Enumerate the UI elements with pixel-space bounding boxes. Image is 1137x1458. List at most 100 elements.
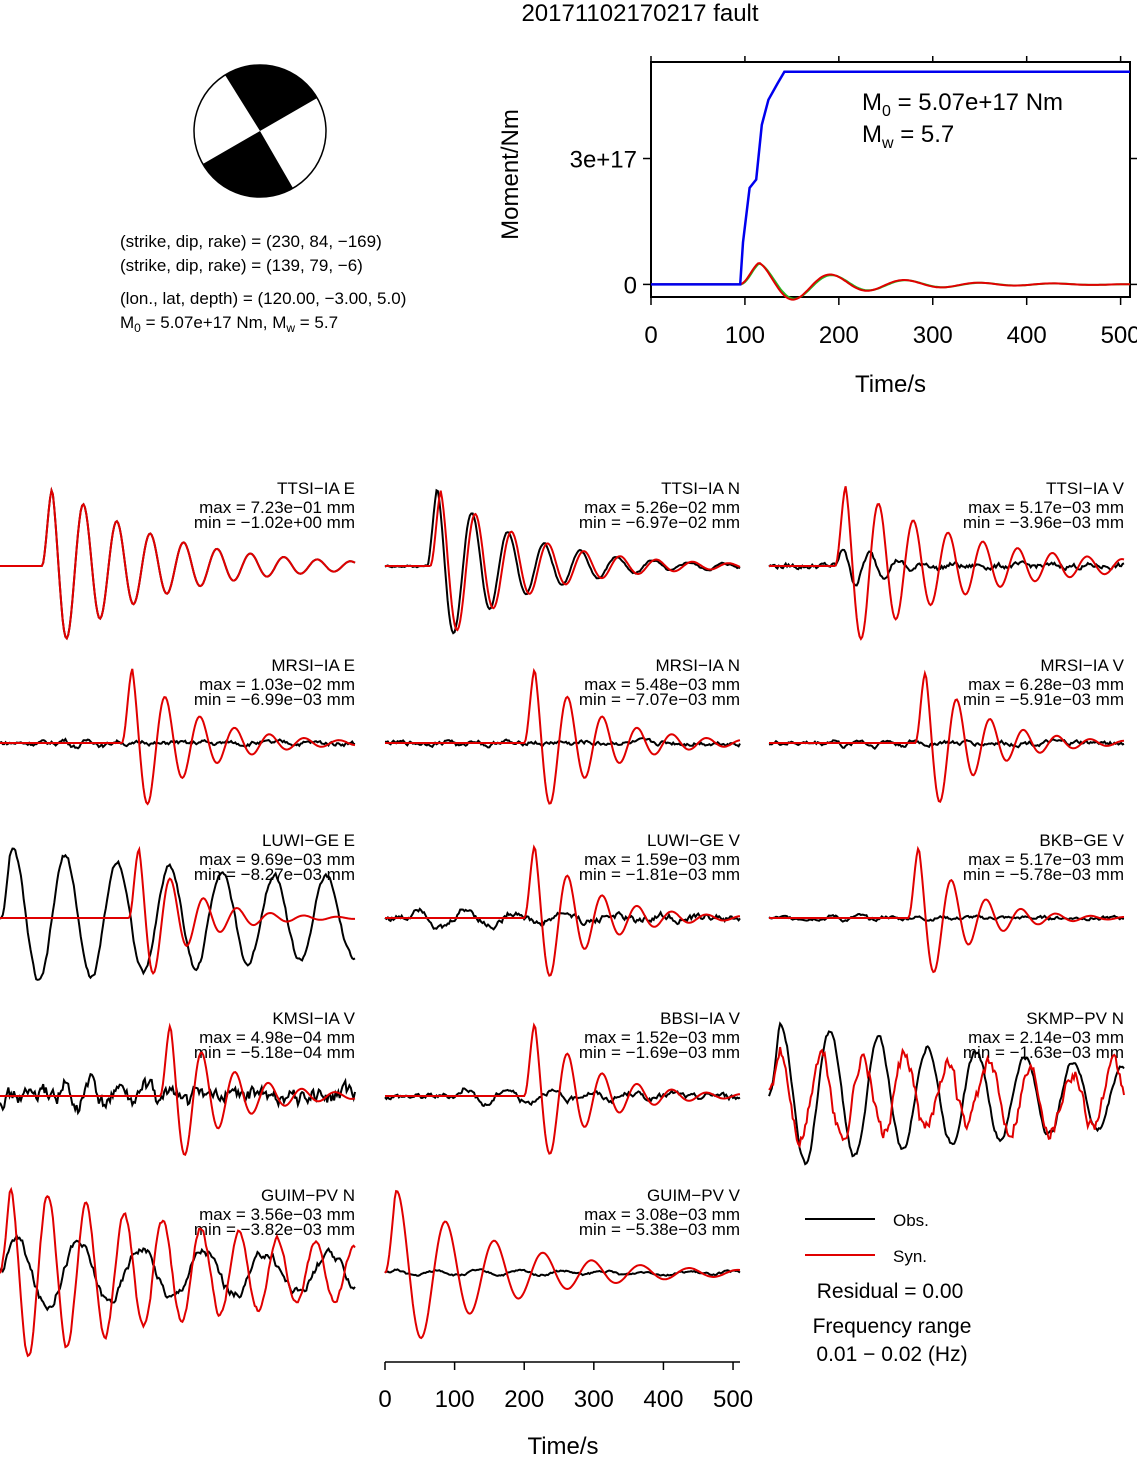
panel-13-station: GUIM−PV V xyxy=(647,1186,741,1205)
panel-5-station: MRSI−IA V xyxy=(1040,656,1124,675)
moment-plot-frame xyxy=(650,61,1131,298)
panel-1-syn-trace xyxy=(385,490,741,632)
moment-xtick-label-0: 0 xyxy=(644,322,657,349)
residual-text: Residual = 0.00 xyxy=(817,1280,964,1303)
panel-11-station: SKMP−PV N xyxy=(1026,1009,1124,1028)
panel-10-min: min = −1.69e−03 mm xyxy=(579,1043,740,1062)
panel-6-syn-trace xyxy=(0,845,355,975)
frequency-range: 0.01 − 0.02 (Hz) xyxy=(816,1343,967,1366)
figure-title: 20171102170217 fault xyxy=(521,0,758,27)
panel-7-station: LUWI−GE V xyxy=(647,831,741,850)
moment-xtick-label-4: 400 xyxy=(1007,322,1047,349)
panel-8-syn-trace xyxy=(769,845,1124,974)
legend-obs-label: Obs. xyxy=(893,1211,929,1230)
panel-2-max: max = 5.17e−03 mm xyxy=(968,498,1124,517)
mechanism-line-2: (strike, dip, rake) = (139, 79, −6) xyxy=(120,256,363,275)
legend: Obs. Syn. Residual = 0.00 Frequency rang… xyxy=(805,1211,971,1366)
moment-xtick-label-2: 200 xyxy=(819,322,859,349)
moment-xlabel: Time/s xyxy=(855,371,926,398)
panel-3-syn-trace xyxy=(0,668,356,806)
panel-4-max: max = 5.48e−03 mm xyxy=(584,675,740,694)
panel-12-obs-trace xyxy=(0,1233,356,1312)
panel-11-obs-trace xyxy=(768,1021,1125,1166)
panel-5-max: max = 6.28e−03 mm xyxy=(968,675,1124,694)
moment-rate-green xyxy=(651,262,1130,300)
panel-0-syn-trace xyxy=(0,486,356,641)
location-line: (lon., lat, depth) = (120.00, −3.00, 5.0… xyxy=(120,289,406,308)
panel-6-obs-trace xyxy=(0,847,356,981)
wave-xtick-label-2: 200 xyxy=(504,1386,544,1413)
panel-13-syn-trace xyxy=(384,1189,741,1340)
panel-4-station: MRSI−IA N xyxy=(655,656,740,675)
moment-ytick-label-0: 0 xyxy=(624,272,637,299)
wave-xtick-label-1: 100 xyxy=(435,1386,475,1413)
panel-1-max: max = 5.26e−02 mm xyxy=(584,498,740,517)
panel-13-max: max = 3.08e−03 mm xyxy=(584,1205,740,1224)
panel-2-min: min = −3.96e−03 mm xyxy=(963,513,1124,532)
moment-annotation-m0: M0 = 5.07e+17 Nm xyxy=(862,89,1063,120)
frequency-title: Frequency range xyxy=(813,1315,972,1338)
panel-13-min: min = −5.38e−03 mm xyxy=(579,1220,740,1239)
panel-5-syn-trace xyxy=(769,669,1125,804)
moment-chart: 0 100 200 300 400 500 0 3e+17 Time/s Moment/Nm M0 … xyxy=(497,56,1137,398)
panel-6-station: LUWI−GE E xyxy=(262,831,355,850)
panel-1-min: min = −6.97e−02 mm xyxy=(579,513,740,532)
moment-cumulative-line xyxy=(651,70,1130,286)
panel-11-syn-trace xyxy=(768,1046,1125,1149)
panel-10-obs-trace xyxy=(384,1087,741,1108)
panel-6-max: max = 9.69e−03 mm xyxy=(199,850,355,869)
panel-4-obs-trace xyxy=(384,737,741,749)
moment-rate-red xyxy=(651,262,1130,301)
m0-sub: 0 xyxy=(134,321,141,335)
wave-xtick-label-5: 500 xyxy=(713,1386,753,1413)
panel-7-max: max = 1.59e−03 mm xyxy=(584,850,740,869)
moment-xtick-label-1: 100 xyxy=(725,322,765,349)
panel-0-station: TTSI−IA E xyxy=(277,479,355,498)
panel-12-max: max = 3.56e−03 mm xyxy=(199,1205,355,1224)
panel-7-syn-trace xyxy=(385,844,741,977)
panel-12-syn-trace xyxy=(0,1186,356,1358)
panel-3-min: min = −6.99e−03 mm xyxy=(194,690,355,709)
moment-annotation-mw: Mw = 5.7 xyxy=(862,121,954,152)
panel-7-min: min = −1.81e−03 mm xyxy=(579,865,740,884)
panel-12-min: min = −3.82e−03 mm xyxy=(194,1220,355,1239)
panel-9-station: KMSI−IA V xyxy=(272,1009,355,1028)
panel-0-max: max = 7.23e−01 mm xyxy=(199,498,355,517)
beachball-lobe-top xyxy=(225,65,318,131)
mechanism-line-1: (strike, dip, rake) = (230, 84, −169) xyxy=(120,232,382,251)
wave-xtick-label-3: 300 xyxy=(574,1386,614,1413)
m0-rest: = 5.07e+17 Nm, M xyxy=(141,313,287,332)
panel-8-station: BKB−GE V xyxy=(1039,831,1124,850)
panel-10-syn-trace xyxy=(385,1022,741,1155)
panel-1-station: TTSI−IA N xyxy=(661,479,740,498)
panel-2-station: TTSI−IA V xyxy=(1046,479,1125,498)
panel-11-min: min = −1.63e−03 mm xyxy=(963,1043,1124,1062)
panel-9-max: max = 4.98e−04 mm xyxy=(199,1028,355,1047)
panel-9-min: min = −5.18e−04 mm xyxy=(194,1043,355,1062)
panel-8-max: max = 5.17e−03 mm xyxy=(968,850,1124,869)
panel-12-station: GUIM−PV N xyxy=(261,1186,355,1205)
panel-9-syn-trace xyxy=(0,1022,356,1157)
panel-2-syn-trace xyxy=(769,486,1125,641)
wave-xlabel: Time/s xyxy=(527,1433,598,1458)
mw-rest: = 5.7 xyxy=(295,313,338,332)
wave-time-axis: 0 100 200 300 400 500 Time/s xyxy=(378,1361,753,1458)
wave-xtick-label-0: 0 xyxy=(378,1386,391,1413)
moment-xtick-label-3: 300 xyxy=(913,322,953,349)
m0-prefix: M xyxy=(120,313,134,332)
